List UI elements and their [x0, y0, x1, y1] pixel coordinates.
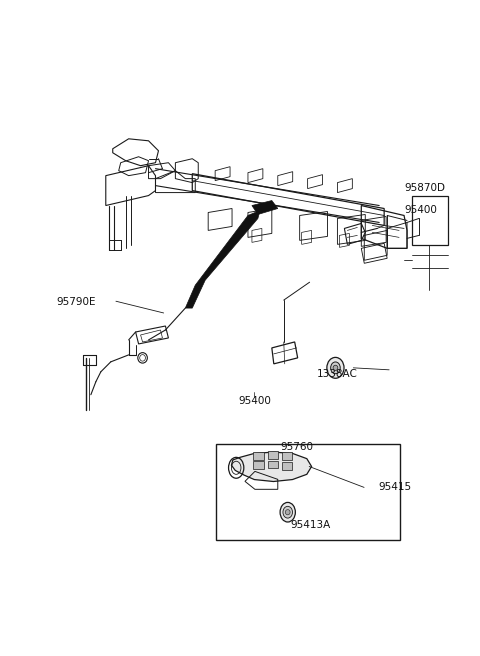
Bar	[412, 196, 448, 245]
Bar	[282, 462, 292, 470]
Bar	[253, 452, 264, 460]
Bar	[268, 461, 278, 468]
Ellipse shape	[283, 506, 292, 518]
Ellipse shape	[280, 502, 295, 522]
Text: 95400: 95400	[238, 396, 271, 406]
Bar	[268, 451, 278, 459]
Text: 1338AC: 1338AC	[316, 369, 357, 379]
Ellipse shape	[331, 362, 340, 374]
Bar	[253, 461, 264, 469]
Bar	[282, 452, 292, 460]
Text: 95790E: 95790E	[56, 297, 96, 307]
Ellipse shape	[333, 365, 338, 371]
Text: 95760: 95760	[281, 442, 314, 452]
Text: 95413A: 95413A	[290, 520, 331, 530]
Text: 95870D: 95870D	[405, 182, 445, 193]
Polygon shape	[231, 452, 312, 482]
Text: 95415: 95415	[378, 482, 411, 493]
Bar	[216, 443, 400, 541]
Polygon shape	[252, 201, 278, 215]
Text: 95400: 95400	[405, 205, 437, 215]
Polygon shape	[185, 211, 260, 308]
Ellipse shape	[327, 358, 344, 379]
Ellipse shape	[285, 510, 290, 515]
